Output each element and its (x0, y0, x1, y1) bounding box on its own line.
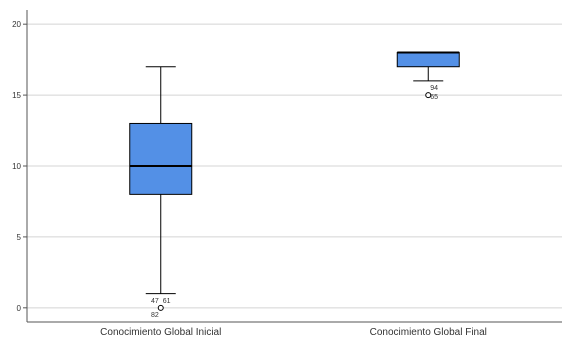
y-tick-label: 15 (12, 91, 21, 100)
y-tick-label: 0 (17, 304, 22, 313)
box-iqr (129, 122, 193, 195)
y-tick-label: 10 (12, 162, 21, 171)
outlier-label: 65 (430, 94, 438, 101)
outlier-label: 82 (151, 312, 159, 319)
box-iqr (396, 52, 460, 68)
outlier-label: 61 (163, 298, 171, 305)
outlier-label: 94 (430, 85, 438, 92)
outlier-point (425, 92, 432, 99)
box-group-1: 47 61 82 (129, 66, 193, 319)
y-tick-label: 20 (12, 20, 21, 29)
outlier-point (157, 304, 164, 311)
x-category-label: Conocimiento Global Final (370, 327, 487, 338)
y-axis: 0 5 10 15 20 (12, 10, 562, 323)
category-labels: Conocimiento Global Inicial Conocimiento … (100, 327, 487, 338)
x-category-label: Conocimiento Global Inicial (100, 327, 221, 338)
y-tick-label: 5 (17, 233, 22, 242)
outlier-label: 47 (151, 298, 159, 305)
grid-lines (27, 23, 562, 309)
